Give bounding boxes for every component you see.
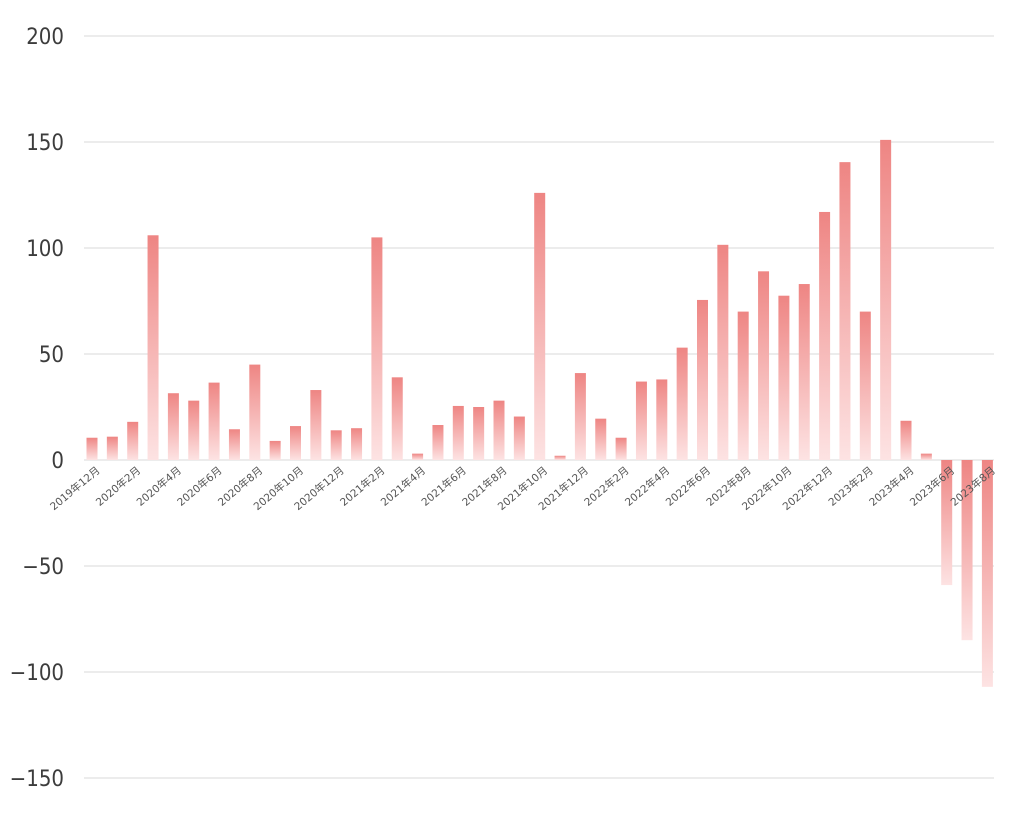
- bar: [290, 426, 301, 460]
- bar: [127, 421, 139, 460]
- bar: [615, 437, 627, 460]
- bar: [452, 405, 464, 460]
- bar: [941, 460, 953, 586]
- bar: [656, 379, 668, 460]
- bar: [208, 382, 220, 460]
- bar: [778, 295, 790, 460]
- x-axis-tick-labels: 2019年12月2020年2月2020年4月2020年6月2020年8月2020…: [47, 464, 998, 513]
- y-tick-label: 200: [26, 25, 64, 50]
- bar: [249, 364, 261, 460]
- bar: [534, 192, 546, 460]
- y-tick-label: 0: [51, 449, 64, 474]
- y-tick-label: 50: [39, 343, 64, 368]
- bar: [920, 453, 932, 460]
- bar: [717, 244, 729, 460]
- bar: [371, 237, 383, 460]
- bar: [737, 311, 749, 460]
- bar: [676, 347, 688, 460]
- bar: [859, 311, 871, 460]
- bar: [351, 428, 363, 460]
- bar: [513, 416, 525, 460]
- bar: [86, 437, 98, 460]
- bar: [900, 420, 912, 460]
- y-tick-label: 100: [26, 237, 64, 262]
- bar: [330, 430, 342, 460]
- bar: [310, 390, 322, 460]
- bar: [981, 460, 993, 687]
- bar: [147, 235, 159, 460]
- bar: [228, 429, 240, 460]
- y-tick-label: −100: [10, 661, 64, 686]
- bar: [106, 436, 118, 460]
- bar: [432, 425, 444, 460]
- bar: [798, 284, 810, 460]
- bar: [880, 139, 892, 460]
- bar: [473, 407, 485, 460]
- y-axis-tick-labels: 200 150 100 50 0 −50 −100 −150: [10, 25, 64, 792]
- bar: [961, 460, 973, 641]
- bar: [391, 377, 403, 460]
- bar: [819, 211, 831, 460]
- y-tick-label: −150: [10, 767, 64, 792]
- bar: [697, 299, 708, 460]
- bar: [554, 455, 566, 460]
- bar: [188, 400, 200, 460]
- y-tick-label: −50: [22, 555, 64, 580]
- bar: [595, 418, 607, 460]
- bar: [167, 393, 179, 460]
- bar: [574, 373, 586, 460]
- bar: [412, 453, 424, 460]
- bar: [758, 271, 770, 460]
- bars: [86, 139, 993, 687]
- bar: [493, 400, 505, 460]
- bar: [269, 440, 281, 460]
- bar: [839, 162, 851, 460]
- bar: [635, 381, 647, 460]
- y-tick-label: 150: [26, 131, 64, 156]
